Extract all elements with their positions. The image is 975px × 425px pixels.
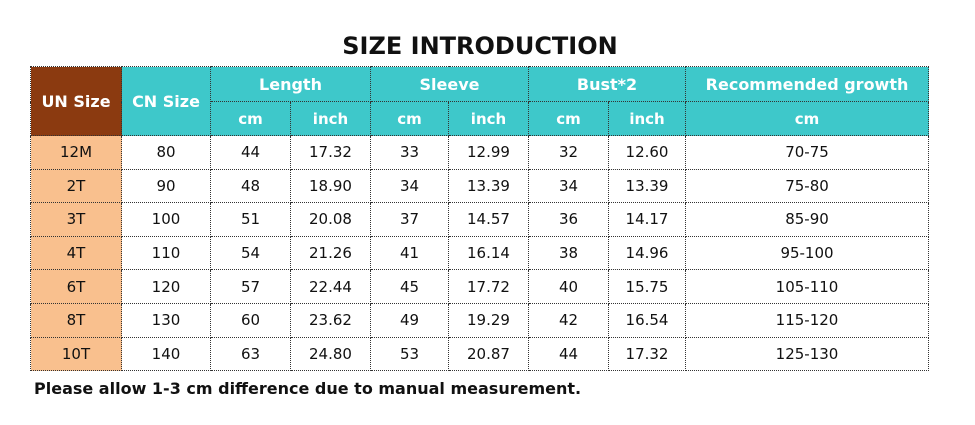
table-cell: 6T bbox=[30, 269, 122, 304]
header-cell: Length bbox=[210, 66, 371, 102]
table-cell: 13.39 bbox=[607, 168, 687, 204]
table-cell: 12.60 bbox=[607, 135, 687, 170]
table-cell: 16.54 bbox=[607, 302, 687, 338]
subheader-cell: inch bbox=[607, 101, 687, 136]
table-cell: 80 bbox=[121, 135, 211, 170]
size-table: UN Size CN Size Length Sleeve Bust*2 Recommen… bbox=[30, 66, 930, 372]
table-cell: 34 bbox=[370, 168, 449, 204]
table-cell: 44 bbox=[210, 135, 291, 170]
table-cell: 8T bbox=[30, 302, 122, 338]
table-row: 2T 90 48 18.90 34 13.39 34 13.39 75-80 bbox=[30, 168, 930, 204]
title: SIZE INTRODUCTION bbox=[342, 32, 618, 60]
table-cell: 16.14 bbox=[448, 235, 529, 271]
table-cell: 57 bbox=[210, 269, 291, 304]
table-cell: 54 bbox=[210, 235, 291, 271]
table-header: UN Size CN Size Length Sleeve Bust*2 Recommen… bbox=[30, 66, 930, 136]
table-cell: 49 bbox=[370, 302, 449, 338]
table-cell: 130 bbox=[121, 302, 211, 338]
table-cell: 23.62 bbox=[290, 302, 371, 338]
table-cell: 110 bbox=[121, 235, 211, 271]
table-cell: 70-75 bbox=[685, 135, 930, 170]
subheader-row: cm inch cm inch cm inch cm bbox=[31, 101, 930, 136]
table-cell: 36 bbox=[528, 202, 609, 237]
header-cell: Recommended growth bbox=[685, 66, 930, 102]
table-cell: 4T bbox=[30, 235, 122, 271]
table-cell: 19.29 bbox=[448, 302, 529, 338]
table-cell: 34 bbox=[528, 168, 609, 204]
table-cell: 125-130 bbox=[685, 336, 930, 372]
table-cell: 105-110 bbox=[685, 269, 930, 304]
table-cell: 18.90 bbox=[290, 168, 371, 204]
table-cell: 75-80 bbox=[685, 168, 930, 204]
table-cell: 48 bbox=[210, 168, 291, 204]
table-row: 12M 80 44 17.32 33 12.99 32 12.60 70-75 bbox=[30, 135, 930, 170]
table-cell: 63 bbox=[210, 336, 291, 372]
table-cell: 33 bbox=[370, 135, 449, 170]
table-cell: 115-120 bbox=[685, 302, 930, 338]
subheader-cell: inch bbox=[290, 101, 371, 136]
note: Please allow 1-3 cm difference due to ma… bbox=[34, 379, 582, 398]
header-cell: Sleeve bbox=[370, 66, 529, 102]
table-cell: 60 bbox=[210, 302, 291, 338]
table-cell: 17.72 bbox=[448, 269, 529, 304]
subheader-cell: cm bbox=[210, 101, 291, 136]
table-cell: 22.44 bbox=[290, 269, 371, 304]
subheader-cell: inch bbox=[448, 101, 529, 136]
table-cell: 14.57 bbox=[448, 202, 529, 237]
table-cell: 85-90 bbox=[685, 202, 930, 237]
table-cell: 15.75 bbox=[607, 269, 687, 304]
table-cell: 32 bbox=[528, 135, 609, 170]
header-cell: UN Size bbox=[30, 66, 122, 136]
table-cell: 42 bbox=[528, 302, 609, 338]
table-cell: 20.87 bbox=[448, 336, 529, 372]
table-cell: 12M bbox=[30, 135, 122, 170]
subheader-cell: cm bbox=[685, 101, 930, 136]
table-cell: 41 bbox=[370, 235, 449, 271]
table-cell: 40 bbox=[528, 269, 609, 304]
table-body: 12M 80 44 17.32 33 12.99 32 12.60 70-75 2T 90 48 18.… bbox=[30, 135, 930, 372]
table-cell: 12.99 bbox=[448, 135, 529, 170]
table-cell: 51 bbox=[210, 202, 291, 237]
table-row: 3T 100 51 20.08 37 14.57 36 14.17 85-90 bbox=[30, 202, 930, 237]
table-cell: 53 bbox=[370, 336, 449, 372]
table-row: 10T 140 63 24.80 53 20.87 44 17.32 125-130 bbox=[30, 336, 930, 372]
table-row: 6T 120 57 22.44 45 17.72 40 15.75 105-110 bbox=[30, 269, 930, 304]
table-cell: 140 bbox=[121, 336, 211, 372]
table-cell: 38 bbox=[528, 235, 609, 271]
table-cell: 2T bbox=[30, 168, 122, 204]
header-cell: Bust*2 bbox=[527, 66, 687, 102]
header-cell: CN Size bbox=[121, 66, 211, 136]
table-cell: 37 bbox=[370, 202, 449, 237]
table-cell: 120 bbox=[121, 269, 211, 304]
table-row: 8T 130 60 23.62 49 19.29 42 16.54 115-120 bbox=[30, 302, 930, 338]
table-cell: 17.32 bbox=[607, 336, 687, 372]
table-cell: 3T bbox=[30, 202, 122, 237]
table-cell: 10T bbox=[30, 336, 122, 372]
table-cell: 100 bbox=[121, 202, 211, 237]
table-cell: 14.17 bbox=[607, 202, 687, 237]
table-cell: 17.32 bbox=[290, 135, 371, 170]
table-row: 4T 110 54 21.26 41 16.14 38 14.96 95-100 bbox=[30, 235, 930, 271]
table-cell: 21.26 bbox=[290, 235, 371, 271]
table-cell: 95-100 bbox=[685, 235, 930, 271]
table-cell: 90 bbox=[121, 168, 211, 204]
table-cell: 13.39 bbox=[448, 168, 529, 204]
subheader-cell: cm bbox=[370, 101, 449, 136]
table-cell: 44 bbox=[528, 336, 609, 372]
table-cell: 14.96 bbox=[607, 235, 687, 271]
subheader-cell: cm bbox=[528, 101, 609, 136]
table-cell: 24.80 bbox=[290, 336, 371, 372]
header-row: UN Size CN Size Length Sleeve Bust*2 Recommen… bbox=[30, 66, 930, 136]
table-cell: 20.08 bbox=[290, 202, 371, 237]
table-cell: 45 bbox=[370, 269, 449, 304]
